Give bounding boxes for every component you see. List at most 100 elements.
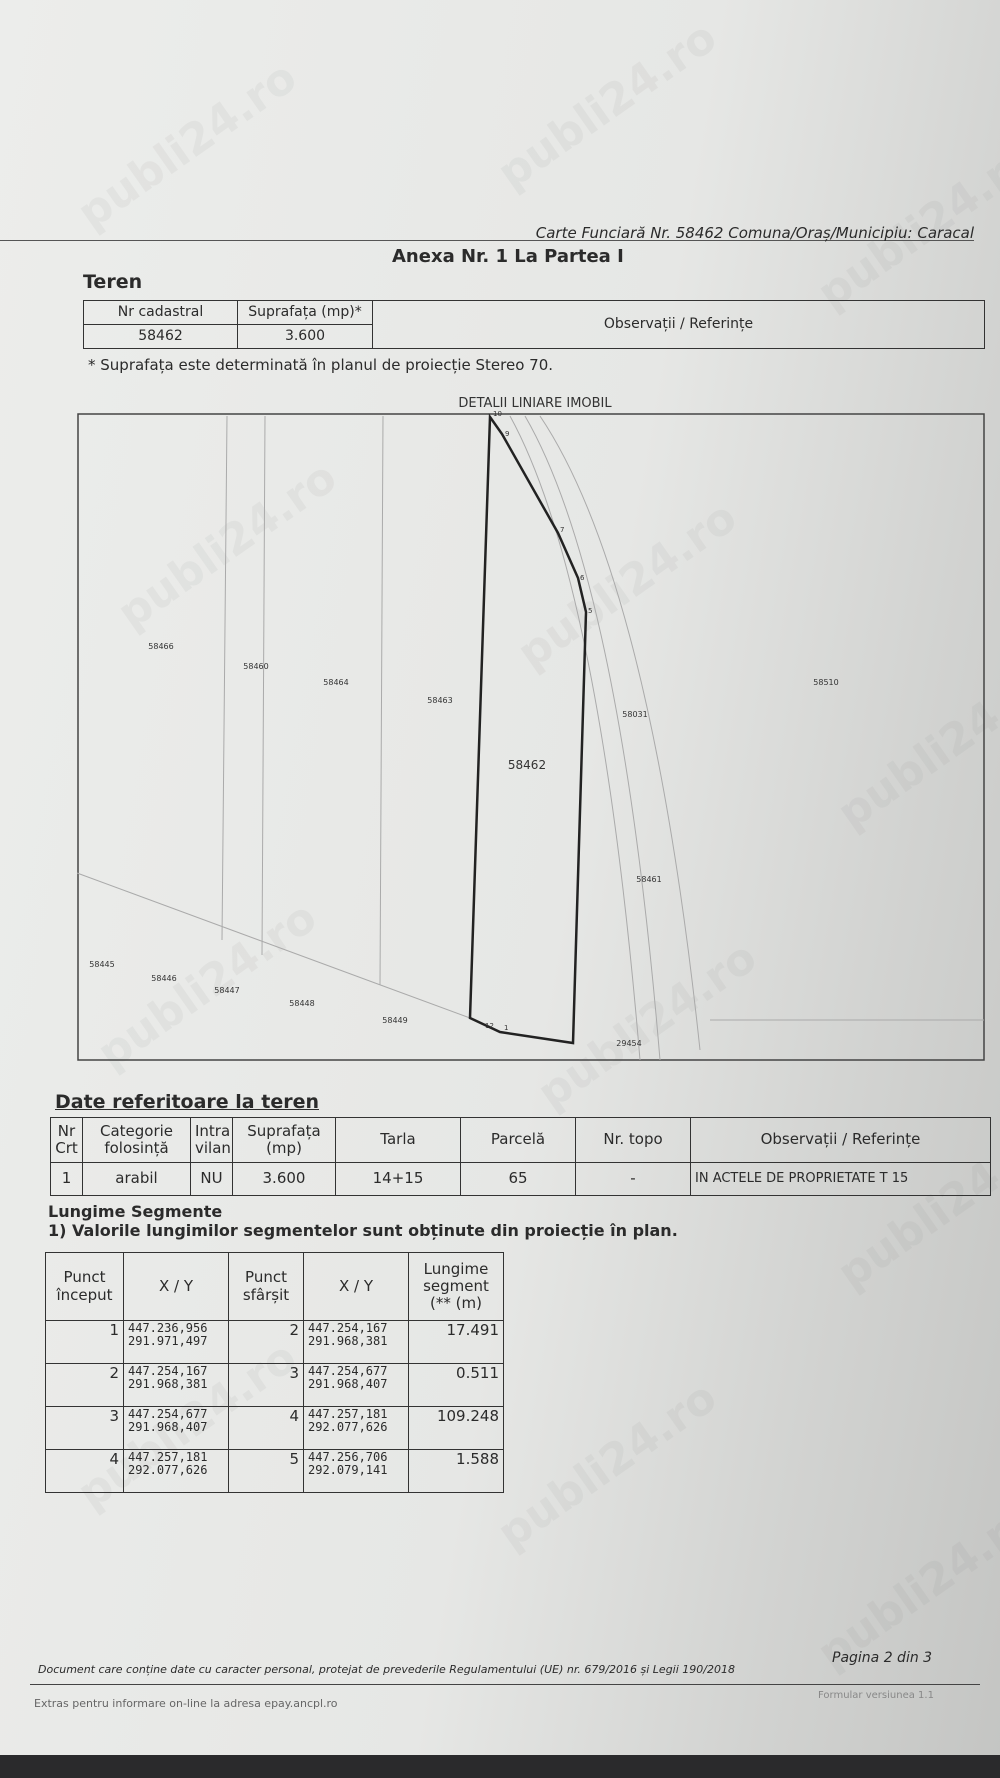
column-header: X / Y (303, 1252, 409, 1321)
parcel-label: 58031 (622, 710, 647, 719)
coordinate: 292.079,141 (308, 1463, 388, 1478)
parcel-label: 58510 (813, 678, 838, 687)
column-header: Lungime segment (** (m) (408, 1252, 504, 1321)
parcel-label: 58461 (636, 875, 661, 884)
column-header: Punct sfârșit (228, 1252, 304, 1321)
column-header: Observații / Referințe (690, 1117, 991, 1163)
data-row: 3 447.254,677 291.968,407 4 447.257,181 292.0… (45, 1406, 504, 1450)
coordinate: 447.254,677 (128, 1407, 208, 1421)
column-header: X / Y (123, 1252, 229, 1321)
column-header: Nr. topo (575, 1117, 691, 1163)
point-label: 5 (588, 607, 592, 615)
header-row: Nr cadastral Suprafața (mp)* Observații / … (83, 300, 985, 349)
column-header: Punct început (45, 1252, 124, 1321)
footer-source: Extras pentru informare on-line la adres… (34, 1697, 338, 1710)
plan-frame (77, 413, 985, 1061)
column-header: Observații / Referințe (372, 300, 985, 349)
footer-form: Formular versiunea 1.1 (818, 1690, 934, 1701)
watermark: publi24.ro (488, 1371, 726, 1560)
cell: 1 (45, 1320, 124, 1364)
teren-heading: Teren (83, 271, 143, 293)
parcel-label: 58447 (214, 986, 239, 995)
cell: NU (190, 1162, 233, 1196)
coordinate: 291.968,407 (308, 1377, 388, 1392)
parcel-label: 58464 (323, 678, 348, 687)
data-row: 4 447.257,181 292.077,626 5 447.256,706 292.0… (45, 1449, 504, 1493)
cell: 65 (460, 1162, 576, 1196)
parcel-label: 29454 (616, 1039, 641, 1048)
point-label: 7 (560, 526, 564, 534)
point-label: 1 (504, 1024, 508, 1032)
cell: 447.254,677 291.968,407 (303, 1363, 409, 1407)
plan: DETALII LINIARE IMOBIL 58466 58460 58464 584… (76, 396, 985, 1061)
cell: 3.600 (232, 1162, 336, 1196)
header-row: Punct început X / Y Punct sfârșit X / Y Lung… (45, 1252, 504, 1321)
point-label: 6 (580, 574, 585, 582)
column-header: Nr cadastral (83, 300, 238, 325)
column-header: Suprafața (mp)* (237, 300, 373, 325)
cell: 447.254,167 291.968,381 (123, 1363, 229, 1407)
data-row: 1 arabil NU 3.600 14+15 65- IN ACTELE DE PROPR… (50, 1162, 991, 1196)
cell: 447.254,167 291.968,381 (303, 1320, 409, 1364)
cell: 447.236,956 291.971,497 (123, 1320, 229, 1364)
plan-title: DETALII LINIARE IMOBIL (458, 396, 612, 411)
cell: 4 (228, 1406, 304, 1450)
cell: 447.257,181 292.077,626 (303, 1406, 409, 1450)
column-header: Tarla (335, 1117, 461, 1163)
cell: IN ACTELE DE PROPRIETATE T 15 (690, 1162, 991, 1196)
coordinate: 447.236,956 (128, 1321, 208, 1335)
coordinate: 291.968,407 (128, 1420, 208, 1435)
column-header: Nr Crt (50, 1117, 83, 1163)
coordinate: 447.257,181 (128, 1450, 208, 1464)
point-label: 10 (493, 410, 502, 418)
cell: 4 (45, 1449, 124, 1493)
header-rule (0, 240, 974, 241)
cell: 3.600 (237, 324, 373, 349)
coordinate: 447.254,677 (308, 1364, 388, 1378)
segment-note: 1) Valorile lungimilor segmentelor sunt … (48, 1221, 678, 1240)
data-row: 1 447.236,956 291.971,497 2 447.254,167 291.9… (45, 1320, 504, 1364)
cell: 2 (45, 1363, 124, 1407)
header-row: Nr Crt Categorie folosință Intra vilan Supr… (50, 1117, 991, 1163)
cell: 5 (228, 1449, 304, 1493)
parcel-label: 58460 (243, 662, 268, 671)
footer-disclaimer: Document care conține date cu caracter p… (38, 1663, 735, 1676)
coordinate: 447.257,181 (308, 1407, 388, 1421)
cell: 447.256,706 292.079,141 (303, 1449, 409, 1493)
column-header: Categorie folosință (82, 1117, 191, 1163)
teren-note: * Suprafața este determinată în planul d… (88, 356, 554, 374)
parcel-label: 58448 (289, 999, 314, 1008)
parcel-label: 58446 (151, 974, 176, 983)
coordinate: 292.077,626 (308, 1420, 388, 1435)
cell: 3 (45, 1406, 124, 1450)
segmente-table: Punct început X / Y Punct sfârșit X / Y Lung… (45, 1252, 504, 1493)
cell: 0.511 (408, 1363, 504, 1407)
point-label: 9 (505, 430, 509, 438)
cell: 109.248 (408, 1406, 504, 1450)
watermark: publi24.ro (488, 11, 726, 200)
cell: 1 (50, 1162, 83, 1196)
cell: 447.254,677 291.968,407 (123, 1406, 229, 1450)
page-edge (0, 1755, 1000, 1778)
header-reference: Carte Funciară Nr. 58462 Comuna/Oraș/Mun… (535, 224, 974, 242)
cell: 1.588 (408, 1449, 504, 1493)
column-header: Suprafața (mp) (232, 1117, 336, 1163)
header-title: Anexa Nr. 1 La Partea I (392, 246, 624, 267)
parcel-outline (468, 413, 588, 1045)
cell: 2 (228, 1320, 304, 1364)
parcel-label: 58449 (382, 1016, 407, 1025)
cell: - (575, 1162, 691, 1196)
column-header: Parcelă (460, 1117, 576, 1163)
footer-page: Pagina 2 din 3 (832, 1650, 933, 1666)
coordinate: 292.077,626 (128, 1463, 208, 1478)
parcel-label: 58463 (427, 696, 452, 705)
cell: 17.491 (408, 1320, 504, 1364)
parcel-label: 58445 (89, 960, 114, 969)
cell: arabil (82, 1162, 191, 1196)
cell: 58462 (83, 324, 238, 349)
date-teren-table: Nr Crt Categorie folosință Intra vilan Supr… (50, 1117, 991, 1196)
teren-table: Nr cadastral Suprafața (mp)* Observații / … (83, 300, 985, 349)
coordinate: 447.254,167 (128, 1364, 208, 1378)
data-row: 58462 3.600 (83, 324, 985, 349)
plan-lines (76, 415, 984, 1061)
